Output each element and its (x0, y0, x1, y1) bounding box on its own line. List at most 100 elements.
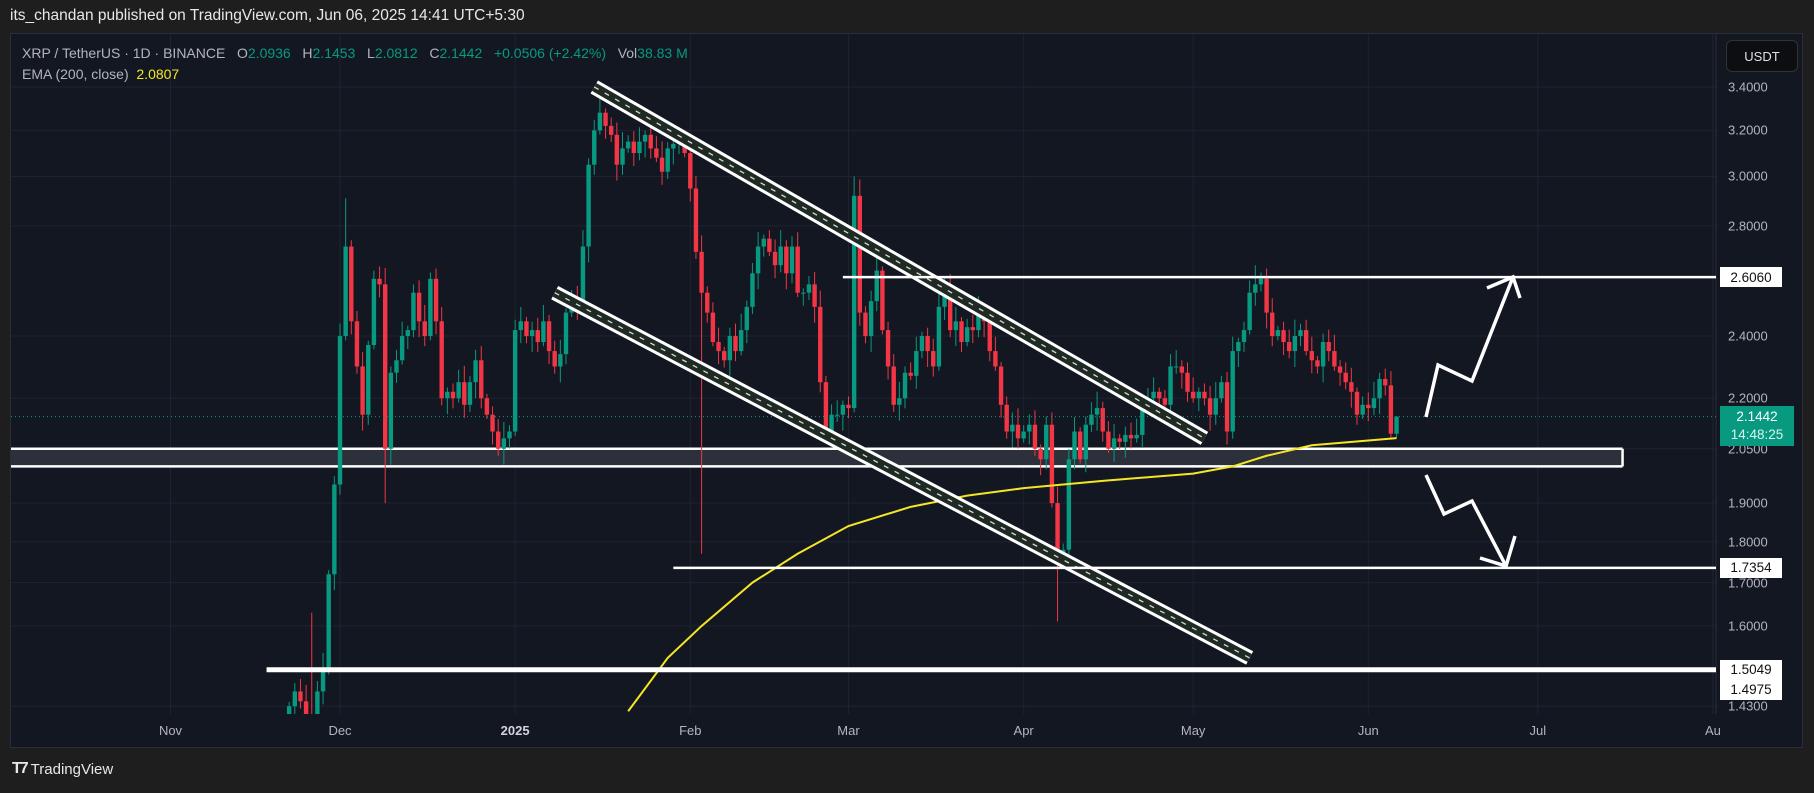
candle (744, 300, 749, 344)
candle-body (1366, 404, 1371, 409)
price-tick: 1.6000 (1728, 618, 1768, 634)
ema-label[interactable]: EMA (200, close) (22, 66, 129, 82)
candle-body (439, 321, 444, 399)
candle-body (1236, 342, 1241, 352)
candle (1394, 416, 1399, 438)
candle (688, 144, 693, 202)
candle (767, 230, 772, 257)
candle-body (416, 292, 422, 322)
candle-body (518, 321, 523, 331)
candle (1179, 360, 1185, 389)
candle (467, 375, 473, 412)
candle (1371, 381, 1377, 416)
candle-body (1264, 278, 1269, 313)
horizontal-levels[interactable] (266, 275, 1716, 673)
candle (654, 136, 659, 162)
candle-body (1343, 372, 1348, 383)
volume-label: Vol (617, 45, 638, 61)
candle-body (592, 130, 597, 165)
candle-body (337, 336, 343, 485)
candle (970, 314, 975, 344)
candle (286, 701, 292, 714)
candle-body (987, 321, 992, 352)
candle-body (558, 354, 563, 367)
candle-body (360, 366, 365, 415)
candle (818, 290, 823, 393)
candle (620, 132, 625, 175)
candle-body (880, 270, 885, 331)
price-tick: 1.8000 (1728, 534, 1768, 550)
candle (614, 122, 620, 181)
candle-body (874, 270, 879, 302)
candle-body (761, 238, 766, 247)
candle (1162, 389, 1168, 410)
candle-body (1253, 284, 1258, 293)
candle-body (1027, 424, 1032, 432)
candle (1230, 336, 1235, 439)
price-tick: 1.7000 (1728, 575, 1768, 591)
candle-body (642, 134, 648, 142)
bearish-scenario-arrow[interactable] (1424, 474, 1517, 569)
candle-body (1185, 372, 1190, 392)
candle (1309, 336, 1314, 374)
candle (665, 142, 670, 179)
candle-body (399, 336, 405, 361)
time-label: Feb (679, 723, 702, 738)
candle-body (710, 312, 716, 343)
brand-name: TradingView (30, 760, 114, 778)
candle-body (1111, 438, 1117, 449)
candle (422, 304, 427, 347)
candle (546, 314, 552, 365)
candle (428, 272, 433, 341)
candle-body (755, 246, 761, 274)
channel-drawings[interactable] (551, 80, 1254, 665)
candle (1027, 414, 1032, 445)
tradingview-logo-icon: T7 (12, 760, 29, 777)
candle-body (654, 148, 659, 158)
symbol-info[interactable]: XRP / TetherUS · 1D · BINANCE (22, 45, 226, 61)
candle (507, 425, 512, 449)
candle-body (1270, 312, 1275, 337)
candle (558, 339, 563, 383)
candle-body (349, 246, 354, 322)
candle-body (563, 312, 569, 355)
candle (1270, 298, 1275, 347)
candle-body (377, 278, 382, 285)
candle (343, 198, 348, 341)
candle (292, 683, 297, 714)
candle (1224, 371, 1230, 445)
candle-body (1038, 448, 1043, 460)
candle-body (631, 141, 636, 154)
candle-body (292, 691, 297, 707)
candle-body (885, 330, 891, 367)
candle (349, 240, 354, 335)
candle-body (1202, 391, 1207, 399)
channel-inner (552, 288, 1252, 662)
candle (371, 270, 377, 350)
candle (462, 365, 467, 418)
candle-body (784, 246, 789, 274)
candle (473, 349, 478, 399)
candle (722, 346, 727, 368)
candle (388, 366, 394, 465)
candle (1044, 416, 1049, 470)
tradingview-logo[interactable]: T7 TradingView (12, 760, 113, 778)
ohlc-row: XRP / TetherUS · 1D · BINANCE O2.0936 H2… (22, 43, 688, 64)
candle (399, 321, 405, 365)
candle (383, 267, 388, 504)
candle-body (648, 134, 653, 149)
candle (857, 179, 862, 326)
level-price-label: 1.4975 (1720, 679, 1782, 700)
candle (1275, 325, 1281, 341)
candle-body (512, 330, 518, 432)
bullish-scenario-arrow[interactable] (1424, 274, 1522, 418)
candle-body (1360, 404, 1365, 415)
current-price-badge: 2.1442 14:48:25 (1720, 406, 1794, 446)
candle (835, 400, 840, 422)
currency-button[interactable]: USDT (1726, 40, 1798, 72)
candle-body (609, 125, 614, 135)
level-price-label: 1.5049 (1720, 659, 1782, 680)
candle (908, 362, 913, 381)
candle-body (1004, 404, 1009, 432)
